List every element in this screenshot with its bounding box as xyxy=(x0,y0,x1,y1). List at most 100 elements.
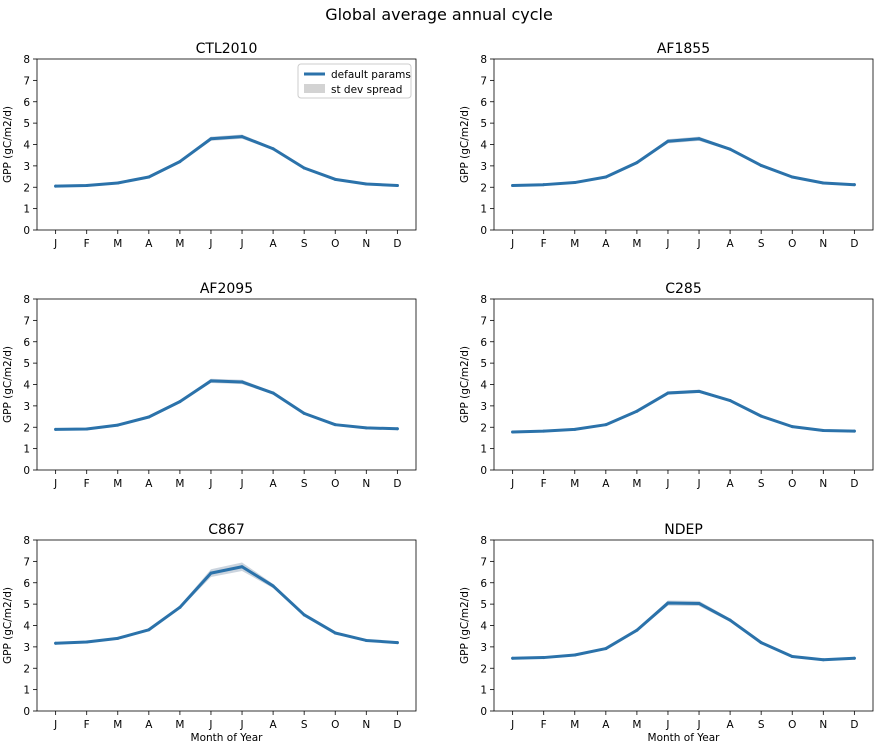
data-point xyxy=(209,571,213,575)
x-tick-label: J xyxy=(239,478,243,490)
spread-band xyxy=(55,134,398,187)
x-axis-label: Month of Year xyxy=(191,732,264,744)
y-tick-label: 2 xyxy=(23,663,30,675)
y-tick-label: 1 xyxy=(480,444,487,456)
x-tick-label: S xyxy=(301,719,308,731)
x-tick-label: O xyxy=(331,478,339,490)
data-point xyxy=(178,400,182,404)
y-tick-label: 0 xyxy=(480,465,487,477)
spread-band xyxy=(55,378,398,431)
x-tick-label: D xyxy=(850,238,858,250)
data-point xyxy=(666,601,670,605)
x-tick-label: D xyxy=(850,478,858,490)
x-tick-label: M xyxy=(175,478,184,490)
data-point xyxy=(333,631,337,635)
x-tick-label: S xyxy=(758,238,765,250)
data-point xyxy=(85,184,89,188)
x-tick-label: S xyxy=(758,478,765,490)
x-tick-label: J xyxy=(53,238,57,250)
y-tick-label: 8 xyxy=(480,535,487,547)
data-point xyxy=(271,391,275,395)
y-tick-label: 7 xyxy=(23,75,30,87)
x-tick-label: F xyxy=(541,238,547,250)
data-point xyxy=(364,426,368,430)
x-tick-label: M xyxy=(632,478,641,490)
x-tick-label: M xyxy=(113,478,122,490)
spread-band xyxy=(512,389,855,433)
y-tick-label: 8 xyxy=(23,535,30,547)
y-tick-label: 7 xyxy=(480,315,487,327)
x-tick-label: A xyxy=(727,478,735,490)
x-tick-label: J xyxy=(510,719,514,731)
data-point xyxy=(395,184,399,188)
data-point xyxy=(697,601,701,605)
y-tick-label: 3 xyxy=(480,642,487,654)
y-tick-label: 5 xyxy=(480,358,487,370)
y-tick-label: 7 xyxy=(23,556,30,568)
data-point xyxy=(604,423,608,427)
plot-frame xyxy=(36,58,417,231)
x-tick-label: N xyxy=(362,719,370,731)
series-line xyxy=(54,379,399,431)
x-tick-label: F xyxy=(541,719,547,731)
series-line xyxy=(511,137,856,188)
x-tick-label: M xyxy=(113,238,122,250)
x-tick-label: D xyxy=(850,719,858,731)
x-tick-label: O xyxy=(788,719,796,731)
x-tick-label: J xyxy=(696,238,700,250)
x-tick-label: A xyxy=(270,719,278,731)
y-tick-label: 3 xyxy=(480,161,487,173)
data-point xyxy=(395,427,399,431)
data-point xyxy=(116,636,120,640)
y-tick-label: 5 xyxy=(23,358,30,370)
data-point xyxy=(116,181,120,185)
data-point xyxy=(178,605,182,609)
data-point xyxy=(604,175,608,179)
data-point xyxy=(271,584,275,588)
chart-panel-3: AF2095 0 1 2 3 4 5 6 7 8 J F M A M J J A S O N D GPP (gC/m2/d) xyxy=(2,281,417,490)
data-point xyxy=(116,423,120,427)
series-line xyxy=(54,135,399,188)
x-tick-label: N xyxy=(819,478,827,490)
x-tick-label: M xyxy=(113,719,122,731)
x-tick-label: A xyxy=(145,719,153,731)
data-point xyxy=(271,147,275,151)
legend: default params st dev spread xyxy=(297,63,412,99)
y-tick-label: 3 xyxy=(23,642,30,654)
chart-panel-4: C285 0 1 2 3 4 5 6 7 8 J F M A M J J A S O N D GPP (gC/m2/d) xyxy=(459,281,874,490)
y-tick-label: 5 xyxy=(23,599,30,611)
y-tick-label: 6 xyxy=(480,337,487,349)
y-tick-label: 8 xyxy=(480,294,487,306)
data-point xyxy=(85,427,89,431)
y-tick-label: 4 xyxy=(480,621,487,633)
y-tick-label: 7 xyxy=(480,556,487,568)
x-tick-label: J xyxy=(208,478,212,490)
x-tick-label: O xyxy=(331,719,339,731)
data-point xyxy=(821,181,825,185)
y-tick-label: 4 xyxy=(23,380,30,392)
data-point xyxy=(209,137,213,141)
x-tick-label: J xyxy=(696,478,700,490)
spread-band xyxy=(55,562,398,645)
data-point xyxy=(364,638,368,642)
y-tick-label: 8 xyxy=(23,294,30,306)
panel-title: AF1855 xyxy=(657,41,710,57)
y-tick-label: 8 xyxy=(23,54,30,66)
data-point xyxy=(728,399,732,403)
x-tick-label: J xyxy=(53,719,57,731)
y-tick-label: 2 xyxy=(480,663,487,675)
y-axis-label: GPP (gC/m2/d) xyxy=(459,346,471,423)
chart-panel-1: CTL2010 0 1 2 3 4 5 6 7 8 J F M A M J J A S O N D GPP (gC/m2/d… xyxy=(2,41,417,250)
data-point xyxy=(511,430,515,434)
legend-label-spread: st dev spread xyxy=(331,84,402,96)
x-tick-label: F xyxy=(541,478,547,490)
x-tick-label: F xyxy=(84,719,90,731)
x-tick-label: N xyxy=(362,238,370,250)
data-point xyxy=(573,653,577,657)
y-tick-label: 1 xyxy=(23,685,30,697)
y-tick-label: 0 xyxy=(23,706,30,718)
y-tick-label: 5 xyxy=(23,118,30,130)
data-point xyxy=(54,184,58,188)
data-point xyxy=(852,656,856,660)
y-axis-label: GPP (gC/m2/d) xyxy=(459,106,471,183)
